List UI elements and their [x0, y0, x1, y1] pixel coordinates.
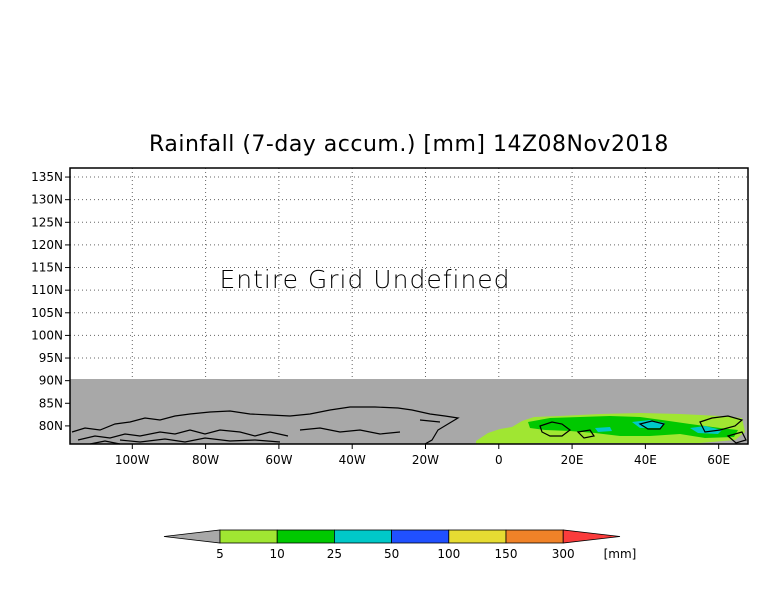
colorbar-label: 100 [437, 547, 460, 561]
greenland-coast [289, 406, 460, 445]
x-tick-label: 100W [115, 453, 150, 467]
x-tick-label: 80W [192, 453, 219, 467]
colorbar-swatch [333, 529, 392, 544]
y-tick-label: 125N [31, 215, 63, 229]
y-tick-label: 100N [31, 328, 63, 342]
colorbar-label: 25 [327, 547, 342, 561]
colorbar-label: 300 [552, 547, 575, 561]
colorbar-swatch [391, 529, 450, 544]
y-tick-label: 95N [39, 351, 63, 365]
plot-frame [69, 167, 749, 445]
y-tick-label: 120N [31, 238, 63, 252]
colorbar-high-triangle [562, 529, 621, 544]
colorbar-swatch [448, 529, 507, 544]
colorbar-swatch [505, 529, 564, 544]
y-tick-label: 85N [39, 396, 63, 410]
y-tick-label: 115N [31, 261, 63, 275]
x-tick-label: 60E [707, 453, 730, 467]
novaya-zemlya-coast [699, 415, 747, 444]
franz-josef-coast [638, 420, 666, 430]
y-axis-ticks: 135N 130N 125N 120N 115N 110N 105N 100N 95N 90N 85… [31, 170, 70, 433]
map-title: Rainfall (7-day accum.) [mm] 14Z08Nov201… [149, 132, 669, 157]
colorbar-unit: [mm] [604, 547, 637, 561]
colorbar-label: 150 [495, 547, 518, 561]
y-tick-label: 135N [31, 170, 63, 184]
colorbar-label: 10 [270, 547, 285, 561]
x-tick-label: 20E [561, 453, 584, 467]
colorbar-low-triangle [163, 529, 221, 544]
rainfall-field [476, 413, 745, 444]
colorbar-swatch [219, 529, 278, 544]
x-axis-ticks: 100W 80W 60W 40W 20W 0 20E 40E 60E [115, 444, 730, 467]
y-tick-label: 105N [31, 306, 63, 320]
colorbar-swatch [276, 529, 335, 544]
svalbard-coast [539, 421, 595, 439]
y-tick-label: 80N [39, 419, 63, 433]
x-tick-label: 40E [634, 453, 657, 467]
y-tick-label: 110N [31, 283, 63, 297]
colorbar-legend: 5 10 25 50 100 150 300 [mm] [163, 529, 637, 561]
x-tick-label: 40W [339, 453, 366, 467]
rain-patch-moderate [528, 416, 738, 438]
coastlines [71, 406, 747, 445]
colorbar-label: 50 [384, 547, 399, 561]
x-tick-label: 60W [265, 453, 292, 467]
colorbar-label: 5 [216, 547, 224, 561]
y-tick-label: 90N [39, 374, 63, 388]
rain-patch-heavy [595, 420, 722, 434]
canadian-archipelago-coast [71, 410, 291, 445]
y-tick-label: 130N [31, 193, 63, 207]
x-tick-label: 20W [412, 453, 439, 467]
undefined-grid-message: Entire Grid Undefined [219, 265, 510, 294]
x-tick-label: 0 [495, 453, 503, 467]
